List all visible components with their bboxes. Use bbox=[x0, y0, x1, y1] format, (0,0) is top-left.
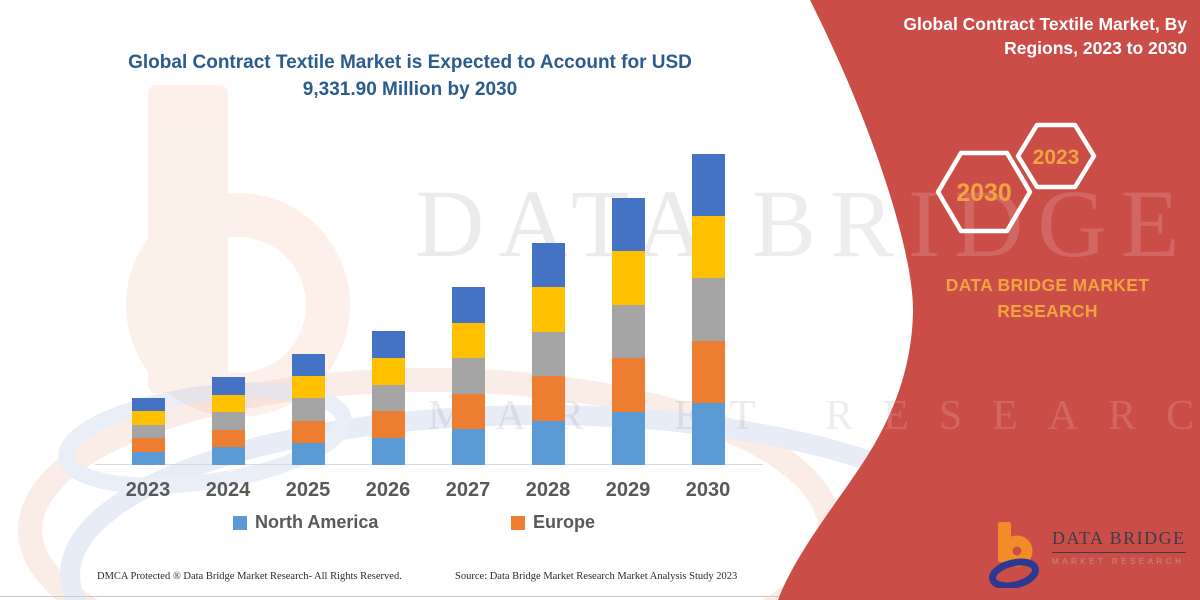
legend-label-north-america: North America bbox=[255, 512, 379, 532]
bar-2025 bbox=[291, 354, 325, 466]
bar-segment-region-4-yellow-unlabeled-2030 bbox=[691, 216, 725, 279]
legend-item-europe: Europe bbox=[511, 512, 595, 533]
bar-segment-europe-2023 bbox=[131, 438, 165, 452]
bar-segment-north-america-2029 bbox=[611, 411, 645, 466]
bar-segment-region-3-gray-unlabeled-2025 bbox=[291, 398, 325, 421]
legend-swatch-north-america bbox=[233, 515, 247, 530]
bar-segment-europe-2026 bbox=[371, 411, 405, 439]
bar-segment-region-5-dark-blue-unlabeled-2024 bbox=[211, 377, 245, 395]
bar-segment-region-4-yellow-unlabeled-2028 bbox=[531, 287, 565, 332]
bar-segment-north-america-2026 bbox=[371, 438, 405, 465]
x-axis-label-2025: 2025 bbox=[285, 479, 331, 501]
bar-segment-europe-2029 bbox=[611, 358, 645, 412]
bar-2023 bbox=[131, 398, 165, 466]
bar-2024 bbox=[211, 377, 245, 465]
bar-segment-europe-2030 bbox=[691, 340, 725, 403]
x-axis-label-2027: 2027 bbox=[445, 479, 491, 501]
footer-copyright: DMCA Protected ® Data Bridge Market Rese… bbox=[97, 571, 402, 582]
bar-segment-north-america-2023 bbox=[131, 451, 165, 466]
legend-label-europe: Europe bbox=[533, 512, 596, 532]
footer-source: Source: Data Bridge Market Research Mark… bbox=[455, 571, 738, 582]
bar-segment-region-4-yellow-unlabeled-2025 bbox=[291, 376, 325, 399]
bar-segment-region-3-gray-unlabeled-2029 bbox=[611, 304, 645, 359]
bar-segment-europe-2028 bbox=[531, 376, 565, 421]
bar-2029 bbox=[611, 198, 645, 466]
bar-segment-region-4-yellow-unlabeled-2026 bbox=[371, 357, 405, 385]
bar-2028 bbox=[531, 243, 565, 466]
x-axis-label-2023: 2023 bbox=[125, 479, 171, 501]
bottom-border-line bbox=[0, 596, 1200, 597]
bar-segment-region-3-gray-unlabeled-2026 bbox=[371, 384, 405, 412]
x-axis-line bbox=[95, 464, 763, 465]
x-axis-label-2028: 2028 bbox=[525, 479, 571, 501]
bar-segment-europe-2027 bbox=[451, 393, 485, 430]
bar-2026 bbox=[371, 331, 405, 465]
x-axis-label-2024: 2024 bbox=[205, 479, 251, 501]
bar-segment-region-5-dark-blue-unlabeled-2028 bbox=[531, 243, 565, 288]
bar-segment-region-3-gray-unlabeled-2030 bbox=[691, 278, 725, 341]
bar-segment-europe-2025 bbox=[291, 420, 325, 443]
bar-segment-region-4-yellow-unlabeled-2029 bbox=[611, 251, 645, 305]
bar-segment-region-3-gray-unlabeled-2027 bbox=[451, 358, 485, 394]
bar-segment-region-3-gray-unlabeled-2024 bbox=[211, 412, 245, 430]
bar-segment-region-5-dark-blue-unlabeled-2025 bbox=[291, 354, 325, 377]
bar-segment-region-5-dark-blue-unlabeled-2027 bbox=[451, 287, 485, 323]
bar-segment-region-5-dark-blue-unlabeled-2026 bbox=[371, 331, 405, 358]
chart-title: Global Contract Textile Market is Expect… bbox=[128, 51, 692, 101]
legend-item-north-america: North America bbox=[233, 512, 378, 533]
bar-segment-north-america-2027 bbox=[451, 429, 485, 465]
bar-segment-region-3-gray-unlabeled-2023 bbox=[131, 424, 165, 439]
legend-swatch-europe bbox=[511, 515, 525, 530]
bar-segment-north-america-2024 bbox=[211, 447, 245, 465]
bar-segment-north-america-2028 bbox=[531, 420, 565, 466]
bar-2027 bbox=[451, 287, 485, 465]
bar-segment-region-5-dark-blue-unlabeled-2030 bbox=[691, 154, 725, 217]
x-axis-label-2029: 2029 bbox=[605, 479, 651, 501]
x-axis-label-2030: 2030 bbox=[685, 479, 731, 501]
bar-segment-north-america-2030 bbox=[691, 402, 725, 466]
bar-segment-region-4-yellow-unlabeled-2027 bbox=[451, 322, 485, 359]
bar-segment-region-5-dark-blue-unlabeled-2029 bbox=[611, 198, 645, 252]
x-axis-label-2026: 2026 bbox=[365, 479, 411, 501]
bar-segment-region-5-dark-blue-unlabeled-2023 bbox=[131, 398, 165, 412]
bar-segment-region-4-yellow-unlabeled-2023 bbox=[131, 411, 165, 425]
bar-segment-region-3-gray-unlabeled-2028 bbox=[531, 331, 565, 377]
bar-segment-north-america-2025 bbox=[291, 442, 325, 466]
bar-segment-region-4-yellow-unlabeled-2024 bbox=[211, 394, 245, 413]
bar-segment-europe-2024 bbox=[211, 429, 245, 448]
bar-2030 bbox=[691, 154, 725, 466]
